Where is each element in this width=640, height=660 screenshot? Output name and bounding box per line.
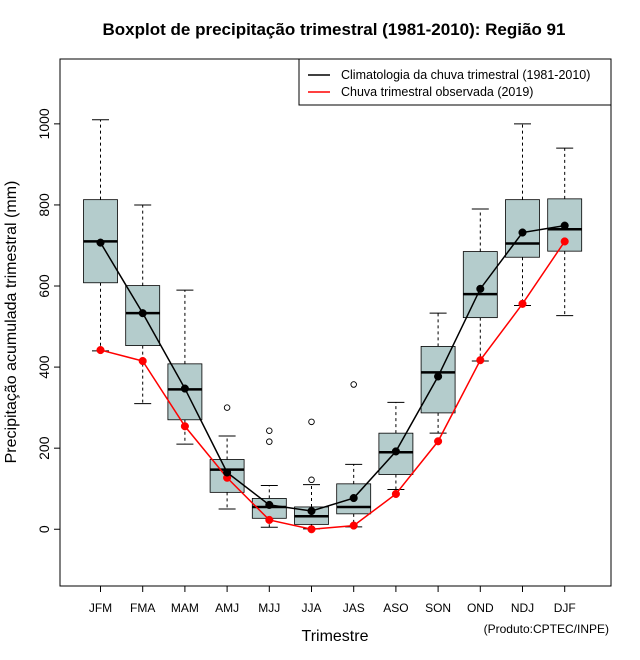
boxplot-aso: [378, 401, 414, 491]
series-point: [180, 422, 189, 431]
series-point: [391, 447, 400, 456]
x-tick-label: DJF: [554, 601, 576, 615]
series-point: [518, 299, 527, 308]
legend-label-observed: Chuva trimestral observada (2019): [341, 85, 533, 99]
x-tick-label: NDJ: [511, 601, 534, 615]
series-point: [265, 500, 274, 509]
y-tick-label: 200: [36, 436, 52, 460]
series-point: [138, 356, 147, 366]
y-tick-label: 1000: [36, 108, 52, 139]
series-point: [265, 515, 274, 524]
series-point: [434, 437, 443, 446]
boxplot-ond: [462, 208, 498, 362]
series-line: [100, 241, 566, 531]
series-point: [223, 468, 232, 477]
chart-title: Boxplot de precipitação trimestral (1981…: [103, 20, 566, 39]
series-point: [138, 309, 147, 318]
series-observed: [96, 237, 569, 534]
legend-label-climatology: Climatologia da chuva trimestral (1981-2…: [341, 68, 590, 82]
legend: Climatologia da chuva trimestral (1981-2…: [298, 58, 612, 106]
boxplot-ndj: [505, 123, 540, 306]
x-axis-label: Trimestre: [302, 628, 369, 645]
x-tick-label: OND: [467, 601, 494, 615]
series-point: [180, 384, 189, 393]
boxplot-djf: [547, 147, 583, 317]
outlier-point: [308, 418, 315, 426]
series-point: [434, 372, 443, 381]
credit-label: (Produto:CPTEC/INPE): [484, 622, 609, 636]
series-point: [349, 521, 358, 530]
boxplot-amj: [209, 404, 245, 510]
series-point: [391, 489, 400, 499]
series-point: [518, 228, 527, 237]
y-tick-label: 600: [36, 274, 52, 298]
y-axis: 0 200 400 600 800 1000: [36, 108, 61, 533]
boxplot-jas: [336, 381, 372, 528]
y-axis-label: Precipitação acumulada trimestral (mm): [3, 181, 20, 464]
series-climatology: [96, 221, 569, 516]
series-point: [96, 346, 105, 355]
series-line: [99, 224, 565, 512]
boxplot-fma: [125, 204, 161, 405]
series-point: [307, 506, 316, 516]
boxplot-mjj: [251, 427, 287, 528]
series-point: [349, 493, 358, 503]
x-tick-label: JFM: [89, 601, 112, 615]
x-tick-label: AMJ: [215, 601, 239, 615]
legend-box: [298, 58, 612, 106]
y-tick-label: 0: [36, 525, 52, 533]
y-tick-label: 400: [36, 355, 52, 379]
x-tick-label: JAS: [343, 601, 365, 615]
series-point: [560, 237, 569, 246]
x-tick-label: ASO: [383, 601, 408, 615]
x-tick-label: SON: [425, 601, 451, 615]
outlier-point: [266, 438, 273, 445]
boxplot-jja: [294, 418, 329, 530]
series-point: [96, 238, 105, 247]
x-tick-label: JJA: [301, 601, 321, 615]
outlier-point: [223, 404, 231, 411]
boxplot-jfm: [83, 119, 118, 352]
outlier-point: [266, 427, 273, 434]
outlier-point: [350, 381, 357, 388]
x-tick-label: MAM: [171, 601, 199, 615]
x-tick-label: FMA: [130, 601, 155, 615]
x-axis: JFM FMA MAM AMJ MJJ JJA JAS ASO SON OND NDJ DJF: [89, 585, 576, 615]
series-point: [560, 221, 569, 230]
series-lines: [96, 221, 569, 534]
box-iqr: [462, 251, 498, 319]
series-point: [476, 284, 485, 293]
outlier-point: [308, 476, 315, 484]
series-point: [476, 356, 485, 365]
series-point: [307, 525, 316, 534]
y-tick-label: 800: [36, 193, 52, 217]
x-tick-label: MJJ: [258, 601, 280, 615]
